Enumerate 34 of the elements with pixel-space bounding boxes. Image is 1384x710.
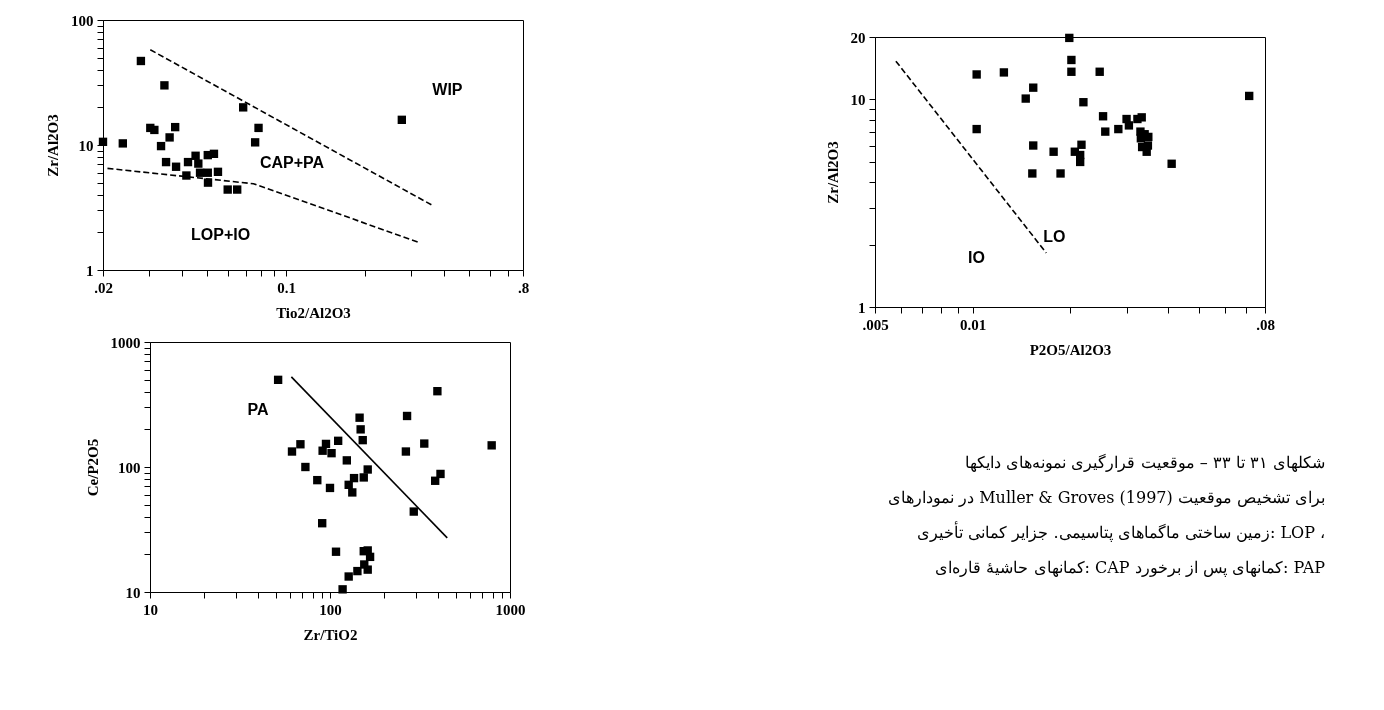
y-tick-label: 20 xyxy=(850,29,866,46)
annotation: CAP+PA xyxy=(259,153,325,171)
annotation: LOP+IO xyxy=(191,226,251,243)
annotation: LO xyxy=(1043,227,1066,245)
y-tick-label: 10 xyxy=(850,91,866,108)
x-axis-title: Tio2/Al2O3 xyxy=(276,304,351,321)
x-tick-label: 100 xyxy=(319,601,342,618)
text: در نمودارهای Muller & Groves (1997) برای تشخیص موقعیت xyxy=(888,487,1325,507)
text: کمانهای حاشیهٔ قاره‌ای: CAP کمانهای پس از برخورد: PAP xyxy=(935,557,1326,577)
text: شکلهای ۳۱ تا ۳۳ – موقعیت قرارگیری نمونه‌های دایکها xyxy=(965,452,1325,472)
x-axis-title: P2O5/Al2O3 xyxy=(1029,341,1112,358)
y-tick-label: 1000 xyxy=(110,334,141,351)
y-tick-label: 1 xyxy=(858,299,866,316)
y-axis-title: Zr/Al2O3 xyxy=(824,141,841,204)
y-tick-label: 10 xyxy=(78,137,94,154)
annotation: IO xyxy=(967,249,985,267)
x-tick-label: .08 xyxy=(1256,316,1275,333)
y-axis-title: Ce/P2O5 xyxy=(84,438,101,497)
x-tick-label: 10 xyxy=(143,601,158,618)
x-axis-title: Zr/TiO2 xyxy=(303,626,358,643)
y-tick-label: 10 xyxy=(125,584,141,601)
x-tick-label: 0.01 xyxy=(959,316,987,333)
annotation: WIP xyxy=(432,81,463,98)
x-tick-label: 1000 xyxy=(495,601,526,618)
x-tick-label: .005 xyxy=(862,316,889,333)
x-tick-label: .02 xyxy=(94,279,113,296)
x-tick-label: .8 xyxy=(517,279,530,296)
annotation: PA xyxy=(247,400,269,418)
y-tick-label: 1 xyxy=(86,262,94,279)
y-tick-label: 100 xyxy=(71,12,94,29)
x-tick-label: 0.1 xyxy=(277,279,297,296)
y-tick-label: 100 xyxy=(118,459,141,476)
text: زمین ساختی ماگماهای پتاسیمی. جزایر کمانی تأخیری: LOP ، xyxy=(917,520,1325,542)
y-axis-title: Zr/Al2O3 xyxy=(45,114,61,177)
